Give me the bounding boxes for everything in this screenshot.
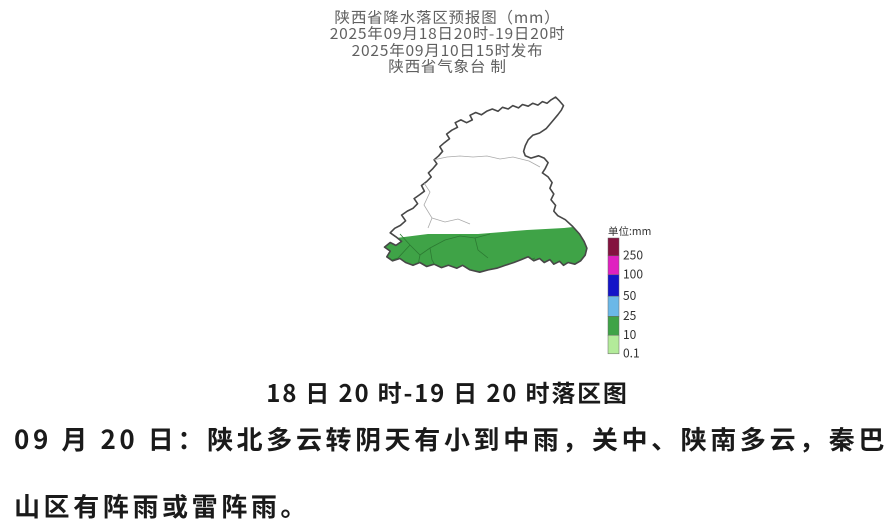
svg-text:10: 10 (623, 326, 637, 343)
svg-text:0.1: 0.1 (623, 345, 640, 362)
svg-text:50: 50 (623, 287, 637, 304)
svg-text:单位:mm: 单位:mm (608, 224, 651, 239)
svg-text:100: 100 (623, 266, 643, 283)
svg-text:25: 25 (623, 307, 637, 324)
svg-text:250: 250 (623, 247, 643, 264)
